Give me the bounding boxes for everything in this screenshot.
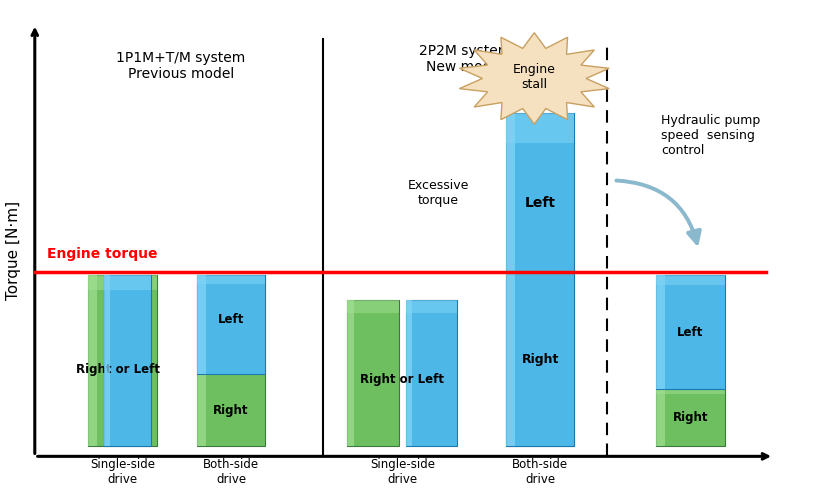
Bar xyxy=(104,275,111,446)
Text: Left: Left xyxy=(525,196,556,210)
Text: Both-side
drive: Both-side drive xyxy=(203,458,259,486)
Bar xyxy=(656,389,665,446)
Text: Right: Right xyxy=(673,411,708,424)
Bar xyxy=(347,300,354,446)
Bar xyxy=(88,275,157,290)
Bar xyxy=(104,275,151,290)
Text: Single-side
drive: Single-side drive xyxy=(90,458,155,486)
Bar xyxy=(506,275,574,446)
Bar xyxy=(506,114,515,446)
Bar xyxy=(197,275,206,374)
Bar xyxy=(406,300,412,446)
Bar xyxy=(347,300,399,446)
Text: Hydraulic pump
speed  sensing
control: Hydraulic pump speed sensing control xyxy=(661,114,760,157)
Bar xyxy=(197,275,266,374)
Bar xyxy=(656,389,725,394)
Bar xyxy=(88,275,97,446)
Bar xyxy=(506,114,574,143)
FancyArrowPatch shape xyxy=(617,180,700,243)
Text: Both-side
drive: Both-side drive xyxy=(512,458,568,486)
Text: Right: Right xyxy=(214,404,249,417)
Bar xyxy=(197,275,266,284)
Polygon shape xyxy=(459,32,609,124)
Text: 1P1M+T/M system
Previous model: 1P1M+T/M system Previous model xyxy=(116,51,246,82)
Bar xyxy=(104,275,151,446)
Bar xyxy=(88,275,157,446)
Bar xyxy=(406,300,458,446)
Text: 2P2M system
New model: 2P2M system New model xyxy=(419,44,511,74)
Bar xyxy=(406,300,458,313)
Text: Engine torque: Engine torque xyxy=(47,248,158,262)
Text: Single-side
drive: Single-side drive xyxy=(370,458,435,486)
Text: Right or Left: Right or Left xyxy=(360,373,444,386)
Bar xyxy=(506,275,515,446)
Text: Excessive
torque: Excessive torque xyxy=(408,179,469,207)
Text: Left: Left xyxy=(677,326,704,338)
Text: Torque [N·m]: Torque [N·m] xyxy=(6,200,21,300)
Text: Engine
stall: Engine stall xyxy=(513,63,556,91)
Bar xyxy=(656,275,725,285)
Bar xyxy=(506,114,574,446)
Bar xyxy=(197,275,266,290)
Bar xyxy=(197,275,266,446)
Text: Left: Left xyxy=(218,313,244,326)
Bar xyxy=(656,275,665,389)
Bar xyxy=(656,389,725,446)
Bar xyxy=(656,275,725,389)
Text: Right or Left: Right or Left xyxy=(76,363,160,376)
Bar xyxy=(197,275,206,446)
Bar xyxy=(347,300,399,313)
Text: Right: Right xyxy=(521,353,559,366)
Bar xyxy=(506,275,574,290)
